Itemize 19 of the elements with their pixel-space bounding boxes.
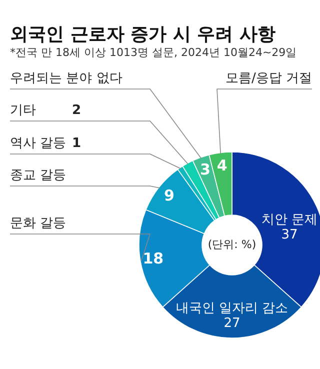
slice-label: 모름/응답 거절 (225, 71, 312, 86)
data-label: 2 (72, 103, 82, 118)
data-label: 18 (142, 250, 164, 268)
slice-label: 우려되는 분야 없다 (10, 71, 122, 86)
data-label: 9 (164, 186, 174, 204)
text: (단위: %) (208, 238, 256, 251)
slice-label: 역사 갈등 (10, 136, 66, 151)
slice-label: 내국인 일자리 감소 (176, 301, 288, 316)
slice-label: 문화 갈등 (10, 216, 66, 231)
data-label: 3 (200, 160, 210, 179)
data-label: 37 (281, 227, 298, 242)
data-label: 1 (72, 136, 82, 151)
chart-subtitle: *전국 만 18세 이상 1013명 설문, 2024년 10월24~29일 (10, 46, 297, 59)
slice-label: 종교 갈등 (10, 168, 66, 183)
slice-label: 치안 문제 (261, 212, 318, 228)
data-label: 27 (224, 316, 240, 331)
chart-title: 외국인 근로자 증가 시 우려 사항 (10, 24, 276, 45)
data-label: 4 (216, 156, 228, 175)
slice-label: 기타 (10, 103, 36, 118)
